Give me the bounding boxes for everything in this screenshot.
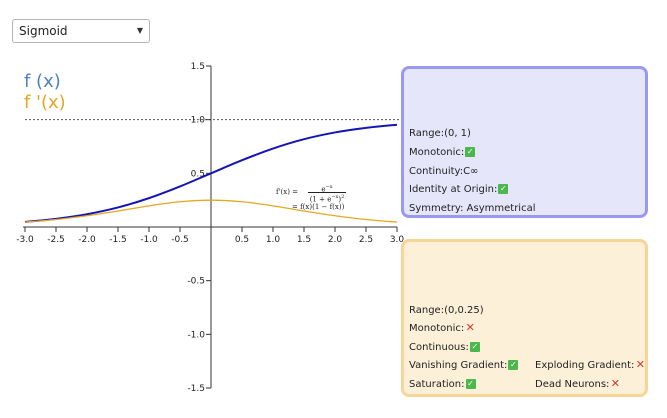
x-tick-label: 0.5: [235, 235, 249, 245]
derivative-formula: f'(x) = e−x (1 + e−x)2 = f(x)(1 − f(x)): [276, 183, 346, 212]
y-tick-label: 1.5: [191, 62, 205, 72]
check-icon: ✓: [498, 184, 509, 194]
prop-range: Range:(0, 1): [409, 128, 471, 139]
formula-numerator: e−x: [321, 184, 333, 194]
dprop-vanishing: Vanishing Gradient: ✓: [409, 360, 519, 371]
prop-continuity: Continuity:C∞: [409, 166, 479, 177]
x-tick-label: 3.0: [390, 235, 405, 245]
dprop-monotonic: Monotonic:✕: [409, 321, 475, 334]
formula-denominator: (1 + e−x)2: [309, 194, 345, 204]
x-tick-label: 2.0: [328, 235, 343, 245]
derivative-properties-panel: Range:(0,0.25) Monotonic:✕ Continuous: ✓ …: [401, 239, 648, 397]
cross-icon: ✕: [610, 377, 621, 390]
x-tick-label: -1.5: [109, 235, 127, 245]
dprop-continuous: Continuous: ✓: [409, 342, 480, 353]
cross-icon: ✕: [635, 358, 645, 371]
x-tick-label: 1.0: [266, 235, 281, 245]
y-tick-label: -1.5: [187, 384, 205, 394]
activation-select[interactable]: Sigmoid ▼: [12, 19, 150, 43]
series-f-line: [24, 123, 398, 223]
chevron-down-icon: ▼: [136, 26, 143, 35]
y-tick-label: -0.5: [187, 277, 205, 287]
activation-select-value: Sigmoid: [19, 24, 68, 38]
x-tick-label: -1.0: [140, 235, 158, 245]
x-tick-label: 1.5: [297, 235, 311, 245]
legend-f: f (x): [24, 71, 61, 92]
y-tick-label: -1.0: [187, 330, 205, 340]
formula-lhs: f'(x) =: [276, 188, 299, 196]
check-icon: ✓: [465, 379, 476, 389]
y-tick-label: 0.5: [191, 169, 205, 179]
series-fprime-line: [24, 199, 398, 223]
dprop-range: Range:(0,0.25): [409, 305, 484, 316]
prop-symmetry: Symmetry: Asymmetrical: [409, 203, 536, 214]
dprop-saturation: Saturation: ✓: [409, 379, 476, 390]
x-tick-label: -2.0: [78, 235, 96, 245]
formula-line2: = f(x)(1 − f(x)): [292, 203, 345, 211]
prop-monotonic: Monotonic: ✓: [409, 147, 476, 158]
x-tick-label: -3.0: [16, 235, 34, 245]
check-icon: ✓: [465, 147, 476, 157]
x-tick-label: -0.5: [171, 235, 189, 245]
dprop-exploding: Exploding Gradient:✕: [535, 358, 645, 371]
x-tick-label: -2.5: [47, 235, 65, 245]
cross-icon: ✕: [465, 321, 475, 334]
x-tick-label: 2.5: [359, 235, 373, 245]
check-icon: ✓: [469, 342, 480, 352]
legend-fprime: f '(x): [24, 92, 66, 113]
prop-identity: Identity at Origin: ✓: [409, 184, 509, 195]
function-properties-panel: Range:(0, 1) Monotonic: ✓ Continuity:C∞ I…: [401, 66, 648, 218]
y-tick-label: 1.0: [191, 116, 206, 126]
check-icon: ✓: [508, 360, 519, 370]
dprop-dead-neurons: Dead Neurons:✕: [535, 377, 621, 390]
